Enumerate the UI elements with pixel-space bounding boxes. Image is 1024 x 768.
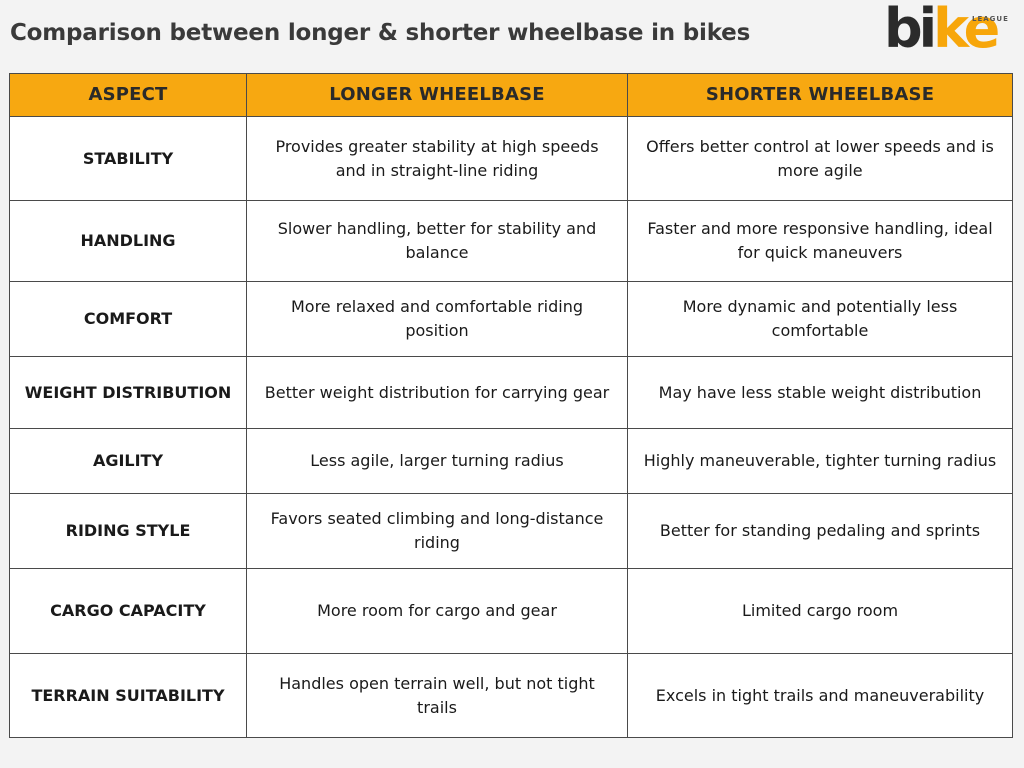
shorter-cell: Limited cargo room bbox=[627, 568, 1013, 654]
bike-league-logo: bike LEAGUE bbox=[884, 2, 1009, 58]
table-row: AGILITY Less agile, larger turning radiu… bbox=[9, 428, 1013, 494]
longer-cell: More relaxed and comfortable riding posi… bbox=[246, 281, 628, 357]
longer-cell: Less agile, larger turning radius bbox=[246, 428, 628, 494]
table-row: TERRAIN SUITABILITY Handles open terrain… bbox=[9, 653, 1013, 738]
aspect-cell: WEIGHT DISTRIBUTION bbox=[9, 356, 247, 429]
logo-wordmark: bike bbox=[884, 2, 1000, 56]
table-row: RIDING STYLE Favors seated climbing and … bbox=[9, 493, 1013, 569]
longer-cell: Handles open terrain well, but not tight… bbox=[246, 653, 628, 738]
table-header-row: ASPECT LONGER WHEELBASE SHORTER WHEELBAS… bbox=[9, 73, 1013, 117]
table-row: WEIGHT DISTRIBUTION Better weight distri… bbox=[9, 356, 1013, 429]
table-row: STABILITY Provides greater stability at … bbox=[9, 116, 1013, 201]
shorter-cell: May have less stable weight distribution bbox=[627, 356, 1013, 429]
aspect-cell: TERRAIN SUITABILITY bbox=[9, 653, 247, 738]
page-title: Comparison between longer & shorter whee… bbox=[10, 20, 751, 46]
aspect-cell: CARGO CAPACITY bbox=[9, 568, 247, 654]
comparison-table: ASPECT LONGER WHEELBASE SHORTER WHEELBAS… bbox=[9, 73, 1013, 738]
aspect-cell: HANDLING bbox=[9, 200, 247, 282]
header-longer-wheelbase: LONGER WHEELBASE bbox=[246, 73, 628, 117]
table-row: HANDLING Slower handling, better for sta… bbox=[9, 200, 1013, 282]
longer-cell: More room for cargo and gear bbox=[246, 568, 628, 654]
longer-cell: Favors seated climbing and long-distance… bbox=[246, 493, 628, 569]
logo-subtext: LEAGUE bbox=[972, 15, 1009, 23]
shorter-cell: Faster and more responsive handling, ide… bbox=[627, 200, 1013, 282]
shorter-cell: More dynamic and potentially less comfor… bbox=[627, 281, 1013, 357]
table-row: CARGO CAPACITY More room for cargo and g… bbox=[9, 568, 1013, 654]
longer-cell: Better weight distribution for carrying … bbox=[246, 356, 628, 429]
logo-text-orange: ke bbox=[933, 0, 1000, 60]
header-aspect: ASPECT bbox=[9, 73, 247, 117]
aspect-cell: AGILITY bbox=[9, 428, 247, 494]
aspect-cell: STABILITY bbox=[9, 116, 247, 201]
shorter-cell: Better for standing pedaling and sprints bbox=[627, 493, 1013, 569]
aspect-cell: COMFORT bbox=[9, 281, 247, 357]
aspect-cell: RIDING STYLE bbox=[9, 493, 247, 569]
longer-cell: Provides greater stability at high speed… bbox=[246, 116, 628, 201]
shorter-cell: Highly maneuverable, tighter turning rad… bbox=[627, 428, 1013, 494]
header-shorter-wheelbase: SHORTER WHEELBASE bbox=[627, 73, 1013, 117]
longer-cell: Slower handling, better for stability an… bbox=[246, 200, 628, 282]
shorter-cell: Excels in tight trails and maneuverabili… bbox=[627, 653, 1013, 738]
logo-text-dark: bi bbox=[884, 0, 937, 60]
shorter-cell: Offers better control at lower speeds an… bbox=[627, 116, 1013, 201]
table-row: COMFORT More relaxed and comfortable rid… bbox=[9, 281, 1013, 357]
